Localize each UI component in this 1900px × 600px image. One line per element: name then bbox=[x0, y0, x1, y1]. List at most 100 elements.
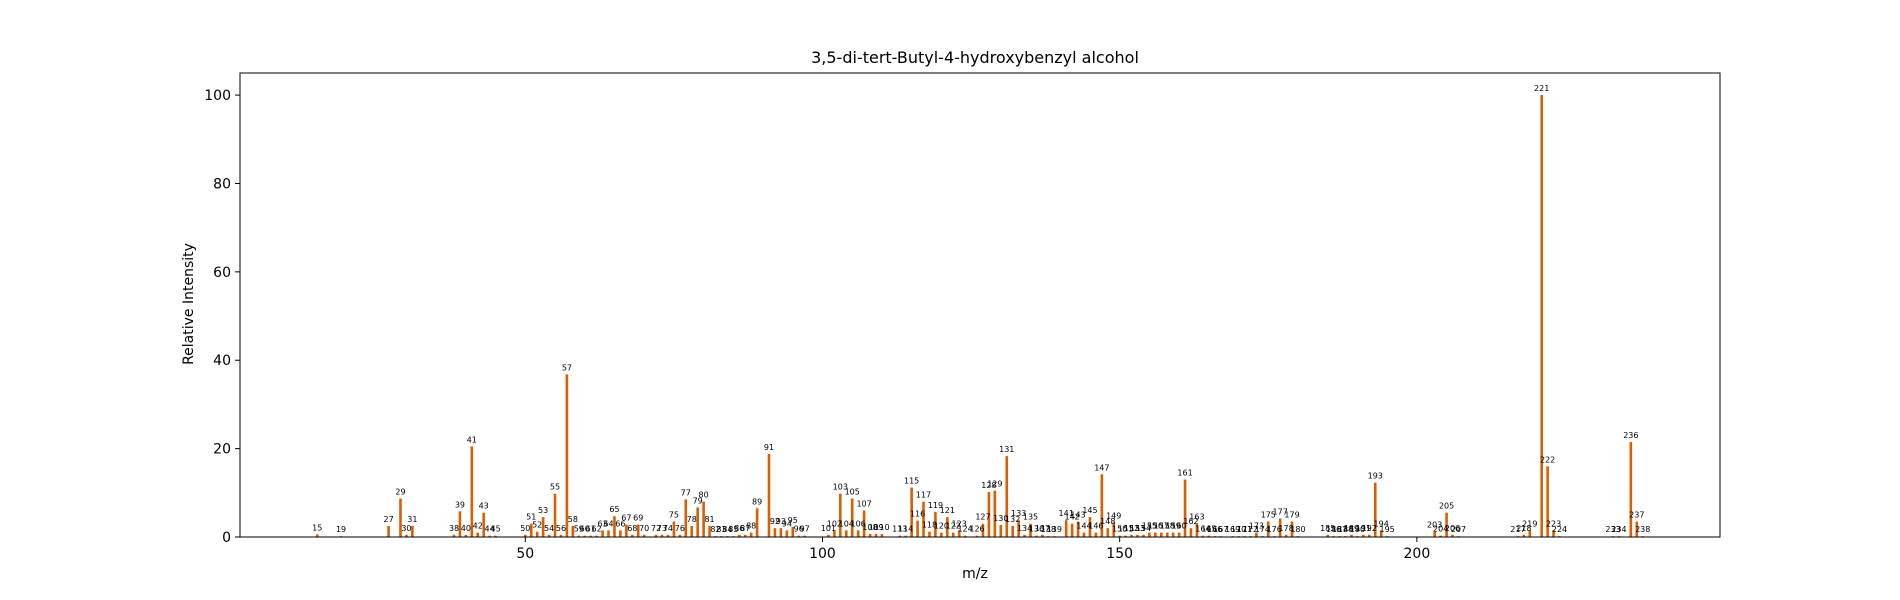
peak-bar bbox=[1552, 530, 1555, 537]
peak-label: 185 bbox=[1320, 524, 1335, 533]
peak-label: 166 bbox=[1207, 525, 1222, 534]
peak-bar bbox=[957, 530, 961, 537]
peak-label: 194 bbox=[1374, 519, 1389, 528]
peak-label: 236 bbox=[1623, 431, 1638, 440]
y-tick-label: 0 bbox=[222, 530, 231, 546]
peak-label: 78 bbox=[687, 515, 697, 524]
peak-label: 106 bbox=[851, 519, 866, 528]
peak-label: 59 bbox=[574, 525, 584, 534]
peak-label: 178 bbox=[1278, 524, 1293, 533]
peak-bar bbox=[1284, 534, 1288, 537]
peak-bar bbox=[1350, 534, 1353, 537]
peak-bar bbox=[589, 535, 592, 537]
peak-label: 87 bbox=[740, 524, 750, 533]
peak-label: 113 bbox=[892, 525, 907, 534]
peak-bar bbox=[708, 525, 711, 537]
peak-label: 191 bbox=[1356, 524, 1371, 533]
peak-bar bbox=[880, 533, 884, 537]
peak-bar bbox=[1124, 535, 1127, 537]
x-tick-label: 150 bbox=[1106, 546, 1133, 562]
peak-bar bbox=[1165, 532, 1169, 537]
y-tick-label: 80 bbox=[213, 176, 231, 192]
peak-label: 79 bbox=[693, 496, 703, 505]
peak-bar bbox=[1064, 520, 1068, 537]
peak-label: 30 bbox=[401, 524, 411, 533]
peak-bar bbox=[1207, 535, 1211, 537]
peak-label: 102 bbox=[827, 519, 842, 528]
peak-bar bbox=[636, 524, 640, 537]
peak-label: 129 bbox=[987, 480, 1002, 489]
peak-bar bbox=[868, 533, 872, 537]
peak-label: 160 bbox=[1171, 522, 1186, 531]
y-axis-label: Relative Intensity bbox=[181, 243, 197, 365]
peak-bar bbox=[737, 534, 741, 537]
peak-bar bbox=[1183, 479, 1187, 537]
peak-bar bbox=[951, 532, 955, 537]
peak-bar bbox=[1171, 532, 1175, 537]
peak-label: 85 bbox=[728, 525, 738, 534]
peak-label: 188 bbox=[1338, 525, 1353, 534]
peak-label: 180 bbox=[1290, 525, 1305, 534]
peak-label: 172 bbox=[1243, 525, 1258, 534]
peak-label: 75 bbox=[669, 511, 679, 520]
peak-bar bbox=[1290, 521, 1294, 537]
peak-bar bbox=[833, 530, 836, 537]
peak-label: 174 bbox=[1255, 525, 1270, 534]
peak-bar bbox=[601, 530, 604, 537]
peak-bar bbox=[541, 517, 545, 537]
peak-label: 80 bbox=[699, 491, 709, 500]
peak-bar bbox=[630, 534, 634, 537]
peak-bar bbox=[1136, 534, 1139, 537]
peak-label: 153 bbox=[1130, 524, 1145, 533]
peak-label: 124 bbox=[957, 525, 972, 534]
peak-label: 169 bbox=[1225, 525, 1240, 534]
peak-bar bbox=[928, 531, 931, 537]
peak-label: 218 bbox=[1516, 524, 1531, 533]
axes: 50 100 150 200 0 20 40 60 80 100 bbox=[204, 72, 1721, 562]
peak-bar bbox=[904, 535, 907, 537]
peak-bar bbox=[1159, 532, 1163, 537]
peak-bar bbox=[1439, 535, 1442, 537]
peak-bar bbox=[940, 532, 943, 537]
peak-bar bbox=[577, 535, 581, 537]
peak-label: 192 bbox=[1362, 524, 1377, 533]
peak-label: 82 bbox=[710, 525, 720, 534]
peak-bar bbox=[827, 534, 830, 537]
peak-bar bbox=[1433, 531, 1436, 537]
peak-bar bbox=[743, 534, 747, 537]
peak-bar bbox=[411, 525, 414, 537]
peak-label: 189 bbox=[1344, 524, 1359, 533]
peak-label: 31 bbox=[407, 515, 417, 524]
peak-label: 149 bbox=[1106, 511, 1121, 520]
peak-bar bbox=[1011, 525, 1014, 537]
peak-bar bbox=[1118, 535, 1121, 537]
peak-bar bbox=[387, 525, 390, 537]
peak-label: 167 bbox=[1213, 525, 1228, 534]
peak-label: 108 bbox=[862, 523, 877, 532]
peak-label: 55 bbox=[550, 483, 560, 492]
peak-bar bbox=[595, 535, 598, 537]
peak-label: 62 bbox=[592, 525, 602, 534]
peak-label: 121 bbox=[940, 506, 955, 515]
peak-bar bbox=[613, 516, 616, 537]
peak-bar bbox=[946, 517, 949, 537]
peak-label: 163 bbox=[1189, 513, 1204, 522]
peak-label: 96 bbox=[794, 525, 804, 534]
peak-label: 205 bbox=[1439, 502, 1454, 511]
peak-bar bbox=[1326, 534, 1330, 537]
peak-bar bbox=[524, 534, 527, 537]
peak-label: 51 bbox=[526, 513, 536, 522]
peak-bar bbox=[476, 532, 480, 537]
peak-label: 122 bbox=[946, 522, 961, 531]
peak-bar bbox=[1148, 532, 1151, 537]
peak-label: 217 bbox=[1510, 525, 1525, 534]
peak-bar bbox=[1540, 95, 1543, 537]
peak-bar bbox=[315, 534, 319, 537]
peak-label: 133 bbox=[1011, 509, 1026, 518]
peak-bar bbox=[1035, 535, 1038, 537]
peak-label: 91 bbox=[764, 443, 774, 452]
peak-label: 117 bbox=[916, 491, 931, 500]
peak-label: 89 bbox=[752, 497, 762, 506]
peak-bar bbox=[684, 499, 688, 537]
peak-label: 146 bbox=[1088, 522, 1103, 531]
